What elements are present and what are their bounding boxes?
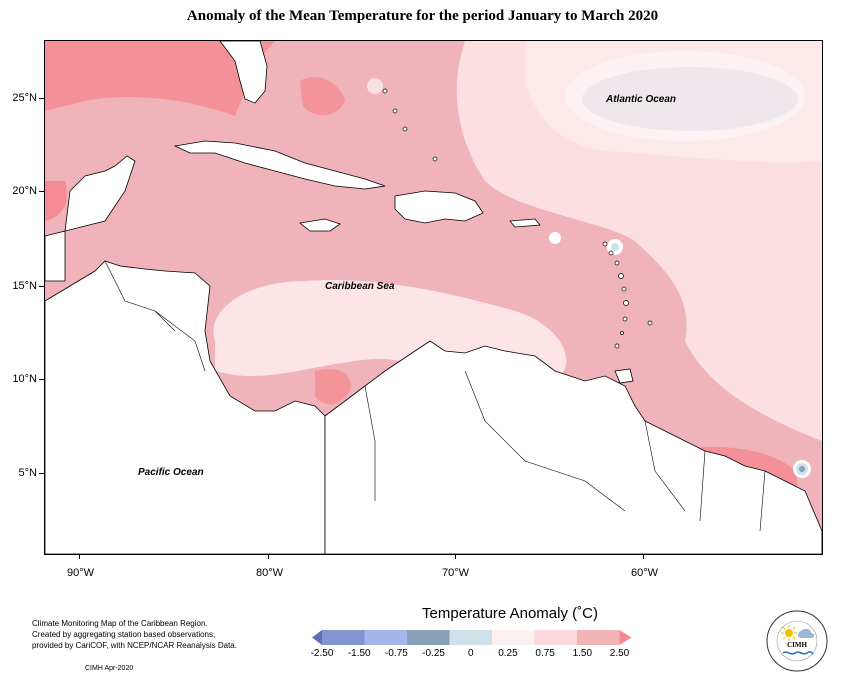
credit-line-2: Created by aggregating station based obs… bbox=[32, 630, 216, 639]
land-puerto-rico bbox=[509, 218, 541, 228]
legend-colorbar bbox=[312, 630, 632, 645]
legend-swatches bbox=[312, 630, 632, 645]
map-frame[interactable] bbox=[44, 40, 823, 555]
island-bahamas-1 bbox=[382, 88, 388, 94]
cloud-icon bbox=[798, 628, 814, 638]
anomaly-area-ne-atlantic bbox=[525, 41, 822, 163]
land-hispaniola bbox=[394, 190, 484, 224]
lon-label-60w: 60°W bbox=[631, 567, 659, 579]
island-bahamas-2 bbox=[392, 108, 398, 114]
legend-label: -2.50 bbox=[310, 648, 334, 659]
land-yucatan bbox=[45, 155, 136, 282]
anomaly-warm-spot-panama bbox=[315, 369, 351, 405]
lat-label-25n: 25°N bbox=[12, 92, 37, 104]
land-masses bbox=[45, 41, 822, 554]
anomaly-neutral-spot-virgin-islands bbox=[549, 232, 561, 244]
land-jamaica bbox=[299, 218, 341, 232]
land-florida bbox=[219, 41, 268, 104]
lat-tick-15n bbox=[39, 286, 44, 287]
legend-label: -0.75 bbox=[384, 648, 408, 659]
legend-label: 2.50 bbox=[609, 648, 630, 659]
map-title: Anomaly of the Mean Temperature for the … bbox=[186, 8, 659, 24]
lon-tick-80w bbox=[268, 554, 269, 559]
lat-tick-25n bbox=[39, 98, 44, 99]
island-dominica bbox=[621, 286, 627, 292]
sun-rays bbox=[781, 625, 797, 641]
sun-icon bbox=[781, 625, 797, 641]
border-venezuela-guyana bbox=[644, 420, 686, 512]
border-colombia-panama bbox=[364, 385, 376, 501]
island-saint-martin bbox=[602, 241, 608, 247]
lat-tick-5n bbox=[39, 473, 44, 474]
lat-tick-10n bbox=[39, 379, 44, 380]
lon-tick-60w bbox=[643, 554, 644, 559]
legend-swatch bbox=[577, 630, 620, 645]
wave-icon bbox=[782, 651, 814, 655]
country-borders bbox=[104, 260, 766, 532]
anomaly-warm-spot-bahamas bbox=[300, 77, 345, 116]
credit-line-1: Climate Monitoring Map of the Caribbean … bbox=[32, 619, 208, 628]
lat-label-15n: 15°N bbox=[12, 280, 37, 292]
credit-date: CIMH Apr-2020 bbox=[85, 665, 134, 672]
island-saint-lucia bbox=[622, 316, 628, 322]
credit-text: Climate Monitoring Map of the Caribbean … bbox=[32, 618, 237, 651]
legend-swatch bbox=[534, 630, 577, 645]
legend-label: 0.75 bbox=[535, 648, 555, 659]
logo-text: CIMH bbox=[787, 641, 807, 649]
lon-label-90w: 90°W bbox=[67, 567, 95, 579]
anomaly-neutral-spot-bahamas bbox=[367, 78, 383, 94]
lon-tick-70w bbox=[455, 554, 456, 559]
anomaly-warm-spot-gulf bbox=[45, 41, 275, 116]
land-cuba bbox=[173, 140, 386, 190]
border-venezuela-colombia bbox=[464, 370, 626, 512]
lon-label-70w: 70°W bbox=[442, 567, 470, 579]
anomaly-cool-spot-antilles bbox=[611, 243, 619, 251]
cimh-logo: CIMH bbox=[766, 610, 828, 672]
label-pacific-ocean: Pacific Ocean bbox=[138, 467, 204, 478]
sun-disc bbox=[785, 629, 793, 637]
lat-label-5n: 5°N bbox=[18, 467, 37, 479]
label-caribbean-sea: Caribbean Sea bbox=[325, 281, 395, 292]
legend-swatch bbox=[322, 630, 365, 645]
anomaly-cold-spot-guianas bbox=[799, 466, 805, 472]
island-guadeloupe bbox=[618, 273, 624, 279]
island-grenada bbox=[614, 343, 620, 349]
border-suriname-french-guiana bbox=[759, 470, 766, 532]
island-saint-kitts bbox=[608, 250, 614, 256]
island-antigua bbox=[614, 260, 620, 266]
legend-label: 0 bbox=[467, 648, 474, 659]
lat-tick-20n bbox=[39, 191, 44, 192]
legend-swatch bbox=[449, 630, 492, 645]
legend-label: -1.50 bbox=[347, 648, 371, 659]
legend-title: Temperature Anomaly (˚C) bbox=[422, 605, 598, 622]
land-trinidad bbox=[614, 368, 634, 384]
border-guyana-suriname bbox=[699, 450, 706, 522]
legend-label: -0.25 bbox=[422, 648, 445, 659]
anomaly-warm-spot-yucatan bbox=[45, 181, 67, 221]
land-south-america bbox=[324, 340, 822, 554]
label-atlantic-ocean: Atlantic Ocean bbox=[606, 94, 677, 105]
island-martinique bbox=[623, 300, 629, 306]
island-barbados bbox=[647, 320, 653, 326]
island-turks-caicos bbox=[432, 156, 438, 162]
lat-label-10n: 10°N bbox=[12, 373, 37, 385]
island-bahamas-3 bbox=[402, 126, 408, 132]
legend-arrow-high bbox=[619, 630, 632, 645]
lat-label-20n: 20°N bbox=[12, 185, 37, 197]
legend-label: 0.25 bbox=[498, 648, 518, 659]
legend-label: 1.50 bbox=[572, 648, 593, 659]
lesser-antilles bbox=[382, 88, 653, 349]
credit-line-3: provided by CariCOF, with NCEP/NCAR Rean… bbox=[32, 641, 237, 650]
legend-swatch bbox=[364, 630, 407, 645]
anomaly-map bbox=[45, 41, 822, 554]
island-saint-vincent bbox=[620, 331, 624, 335]
legend-swatch bbox=[492, 630, 535, 645]
border-honduras-nicaragua bbox=[154, 310, 206, 372]
border-guatemala-honduras bbox=[104, 260, 176, 332]
lon-tick-90w bbox=[79, 554, 80, 559]
legend-arrow-low bbox=[312, 630, 322, 645]
legend-swatch bbox=[407, 630, 450, 645]
lon-label-80w: 80°W bbox=[256, 567, 284, 579]
